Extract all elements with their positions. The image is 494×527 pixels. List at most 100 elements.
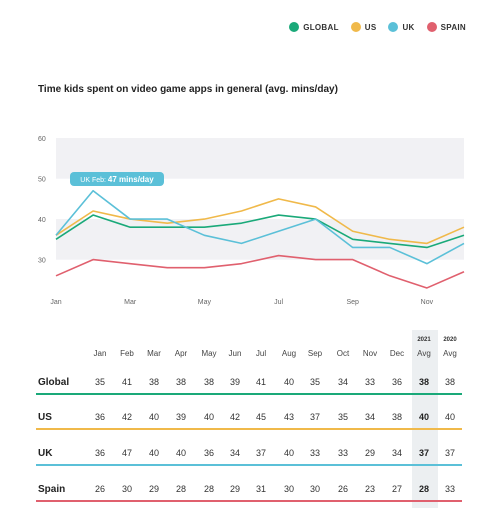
legend-swatch-us [350, 22, 361, 32]
legend-label-uk: UK [402, 22, 415, 32]
table-cell-avg-2020: 38 [445, 377, 455, 387]
legend-label-us: US [364, 22, 377, 32]
table-cell: 27 [392, 484, 402, 494]
grid-band [56, 138, 464, 179]
table-cell: 41 [256, 377, 266, 387]
table-cell: 47 [122, 448, 132, 458]
legend-label-global: GLOBAL [303, 22, 339, 32]
year-header-2020: 2020 [443, 337, 457, 343]
legend-label-spain: SPAIN [440, 22, 466, 32]
table-cell: 38 [176, 377, 186, 387]
row-label: Global [38, 377, 69, 388]
table-cell: 40 [284, 377, 294, 387]
table-cell: 36 [95, 448, 105, 458]
table-cell: 33 [310, 448, 320, 458]
legend-swatch-global [289, 22, 300, 32]
table-cell: 34 [392, 448, 402, 458]
table-cell: 34 [338, 377, 348, 387]
table-cell: 37 [256, 448, 266, 458]
table-cell: 33 [365, 377, 375, 387]
table-cell: 42 [230, 412, 240, 422]
table-cell: 38 [392, 412, 402, 422]
column-header: Avg [443, 349, 457, 358]
legend-item-spain: SPAIN [426, 22, 466, 32]
table-cell: 34 [365, 412, 375, 422]
column-header: Feb [120, 349, 134, 358]
table-cell: 23 [365, 484, 375, 494]
table-cell: 35 [310, 377, 320, 387]
table-cell: 36 [204, 448, 214, 458]
table-cell: 29 [230, 484, 240, 494]
column-header: Jan [94, 349, 107, 358]
table-cell-avg-2020: 40 [445, 412, 455, 422]
chart-legend: GLOBAL US UK SPAIN [289, 22, 466, 32]
row-label: US [38, 412, 52, 423]
column-header: Sep [308, 349, 323, 358]
table-cell: 39 [230, 377, 240, 387]
row-label: UK [38, 448, 53, 459]
avg-2021-highlight [412, 330, 438, 508]
y-tick-label: 50 [38, 177, 46, 184]
annotation-badge [70, 172, 164, 186]
column-header: Dec [390, 349, 404, 358]
x-tick-label: Jan [50, 299, 61, 306]
table-cell: 45 [256, 412, 266, 422]
table-cell: 42 [122, 412, 132, 422]
chart-title: Time kids spent on video game apps in ge… [38, 84, 338, 95]
column-header: Mar [147, 349, 161, 358]
legend-item-uk: UK [388, 22, 414, 32]
table-cell: 35 [95, 377, 105, 387]
table-cell: 31 [256, 484, 266, 494]
column-header: Avg [417, 349, 431, 358]
table-cell: 26 [95, 484, 105, 494]
annotation-value: 47 mins/day [108, 175, 154, 184]
table-cell: 30 [122, 484, 132, 494]
column-header: Nov [363, 349, 377, 358]
series-line-global [55, 214, 465, 249]
table-cell: 29 [149, 484, 159, 494]
annotation-prefix: UK Feb: [80, 177, 108, 184]
x-tick-label: Sep [346, 299, 359, 306]
table-cell: 36 [392, 377, 402, 387]
table-cell: 37 [310, 412, 320, 422]
x-tick-label: Nov [421, 299, 434, 306]
legend-item-us: US [350, 22, 377, 32]
series-line-us [55, 198, 465, 245]
table-cell: 33 [338, 448, 348, 458]
table-cell: 38 [149, 377, 159, 387]
row-label: Spain [38, 484, 65, 495]
x-tick-label: Mar [124, 299, 137, 306]
table-cell: 40 [176, 448, 186, 458]
table-cell: 36 [95, 412, 105, 422]
table-cell: 28 [204, 484, 214, 494]
table-cell: 40 [149, 448, 159, 458]
table-cell: 39 [176, 412, 186, 422]
x-tick-label: Jul [274, 299, 283, 306]
column-header: Jun [229, 349, 242, 358]
table-cell-avg-2021: 40 [419, 412, 429, 422]
legend-swatch-spain [426, 22, 437, 32]
table-cell: 35 [338, 412, 348, 422]
y-tick-label: 60 [38, 136, 46, 143]
table-cell: 26 [338, 484, 348, 494]
column-header: Apr [175, 349, 188, 358]
series-line-spain [55, 254, 465, 289]
table-cell: 30 [284, 484, 294, 494]
x-tick-label: May [198, 299, 212, 306]
table-cell: 40 [149, 412, 159, 422]
column-header: Oct [337, 349, 350, 358]
table-cell: 40 [284, 448, 294, 458]
table-cell: 30 [310, 484, 320, 494]
column-header: Aug [282, 349, 296, 358]
table-cell: 41 [122, 377, 132, 387]
table-cell: 28 [176, 484, 186, 494]
table-cell: 38 [204, 377, 214, 387]
series-line-uk [55, 189, 465, 265]
table-cell: 34 [230, 448, 240, 458]
legend-item-global: GLOBAL [289, 22, 339, 32]
table-cell-avg-2021: 38 [419, 377, 429, 387]
y-tick-label: 30 [38, 258, 46, 265]
annotation-text: UK Feb: 47 mins/day [80, 175, 154, 184]
table-cell-avg-2021: 37 [419, 448, 429, 458]
